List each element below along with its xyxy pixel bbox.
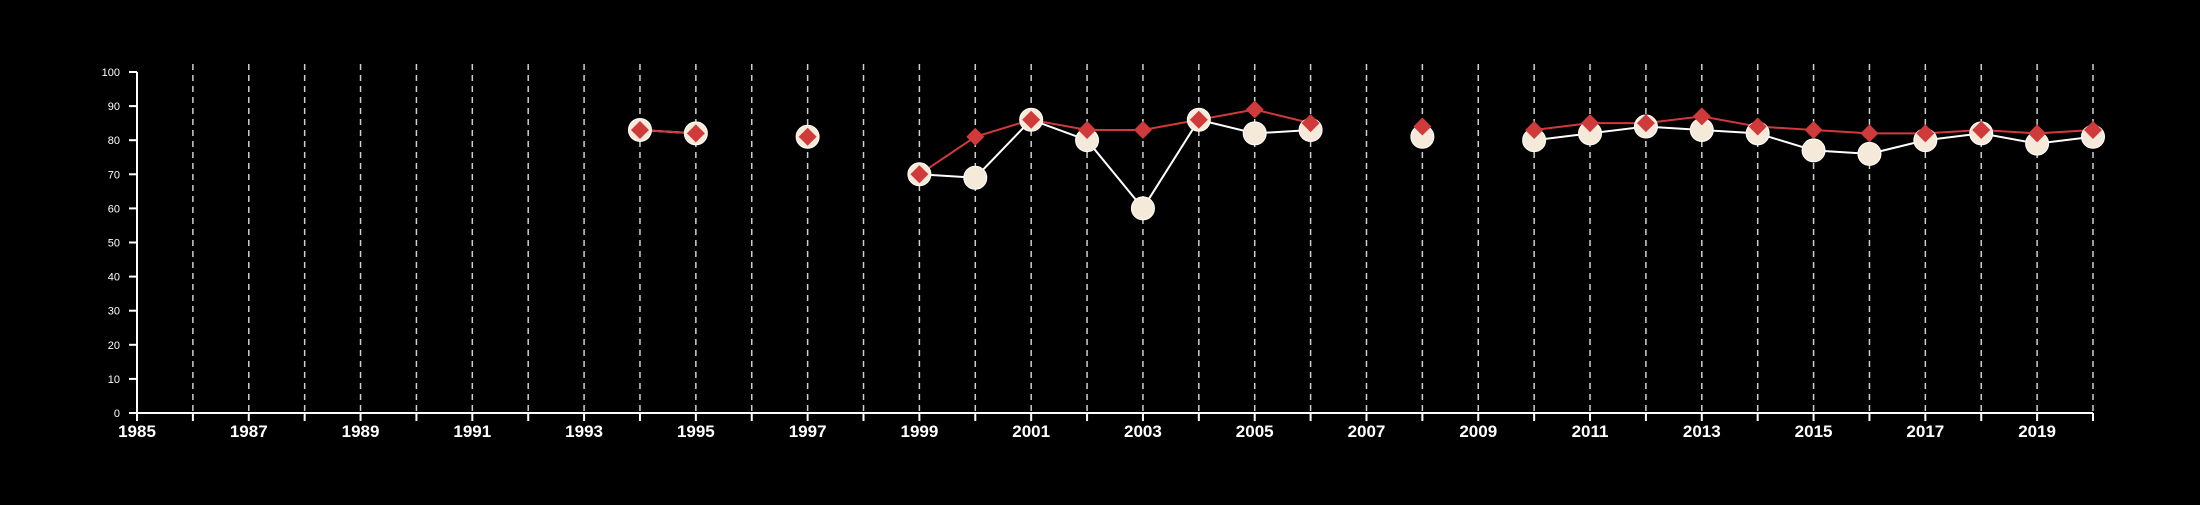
y-tick-label: 20 (108, 340, 120, 352)
series-a-point (963, 165, 988, 190)
grid-layer (192, 64, 2094, 413)
x-tick-label: 2013 (1683, 422, 1721, 441)
x-tick-label: 2007 (1348, 422, 1386, 441)
series-b-point (686, 124, 705, 143)
y-tick-label: 60 (108, 203, 120, 215)
x-tick-label: 2009 (1459, 422, 1497, 441)
x-tick-label: 2003 (1124, 422, 1162, 441)
series-b-point (1860, 124, 1879, 143)
y-tick-label: 10 (108, 374, 120, 386)
series-b-point (966, 127, 985, 146)
series-b-point (1133, 120, 1152, 139)
series-layer (627, 100, 2105, 221)
series-b-point (1022, 110, 1041, 129)
y-tick-label: 70 (108, 169, 120, 181)
x-tick-label: 1991 (453, 422, 491, 441)
x-tick-label: 1999 (900, 422, 938, 441)
series-b-point (1078, 120, 1097, 139)
y-tick-label: 100 (102, 67, 120, 79)
x-tick-label: 1985 (118, 422, 156, 441)
x-tick-label: 2011 (1572, 422, 1609, 441)
y-tick-label: 80 (108, 135, 120, 147)
series-b-point (630, 120, 649, 139)
series-b-point (1189, 110, 1208, 129)
series-b-point (798, 127, 817, 146)
x-tick-label: 2019 (2018, 422, 2056, 441)
series-b-point (2084, 120, 2102, 139)
x-tick-label: 1987 (230, 422, 268, 441)
series-b-point (1692, 107, 1711, 126)
series-a-point (1130, 196, 1155, 221)
y-tick-label: 40 (108, 272, 120, 284)
y-tick-label: 50 (108, 238, 120, 250)
series-a-point (1242, 121, 1267, 146)
series-a-point (1801, 138, 1826, 163)
series-b-point (1636, 114, 1655, 133)
y-tick-label: 30 (108, 306, 120, 318)
series-b-line (918, 108, 1311, 176)
y-tick-label: 90 (108, 101, 120, 113)
series-b-point (1245, 100, 1264, 119)
x-tick-label: 1997 (789, 422, 827, 441)
series-b-point (1916, 124, 1935, 143)
x-tick-label: 1995 (677, 422, 715, 441)
series-b-point (1581, 114, 1600, 133)
series-a-point (1857, 141, 1882, 166)
x-tick-label: 2005 (1236, 422, 1274, 441)
series-b-point (1972, 120, 1991, 139)
y-tick-label: 0 (114, 408, 120, 420)
series-b-point (2028, 124, 2047, 143)
axis-layer: 0 10 20 30 40 50 60 70 80 90 100 1985 1987 1989 1991 19… (102, 67, 2094, 441)
series-b-point (910, 165, 929, 184)
series-b-point (1804, 120, 1823, 139)
series-b-point (1525, 120, 1544, 139)
series-b-point (1748, 117, 1767, 136)
x-tick-label: 2017 (1906, 422, 1944, 441)
x-tick-label: 2015 (1795, 422, 1833, 441)
x-tick-label: 1993 (565, 422, 603, 441)
series-b-point (1413, 117, 1432, 136)
x-tick-label: 2001 (1012, 422, 1050, 441)
series-b-point (1301, 114, 1320, 133)
x-tick-label: 1989 (342, 422, 380, 441)
